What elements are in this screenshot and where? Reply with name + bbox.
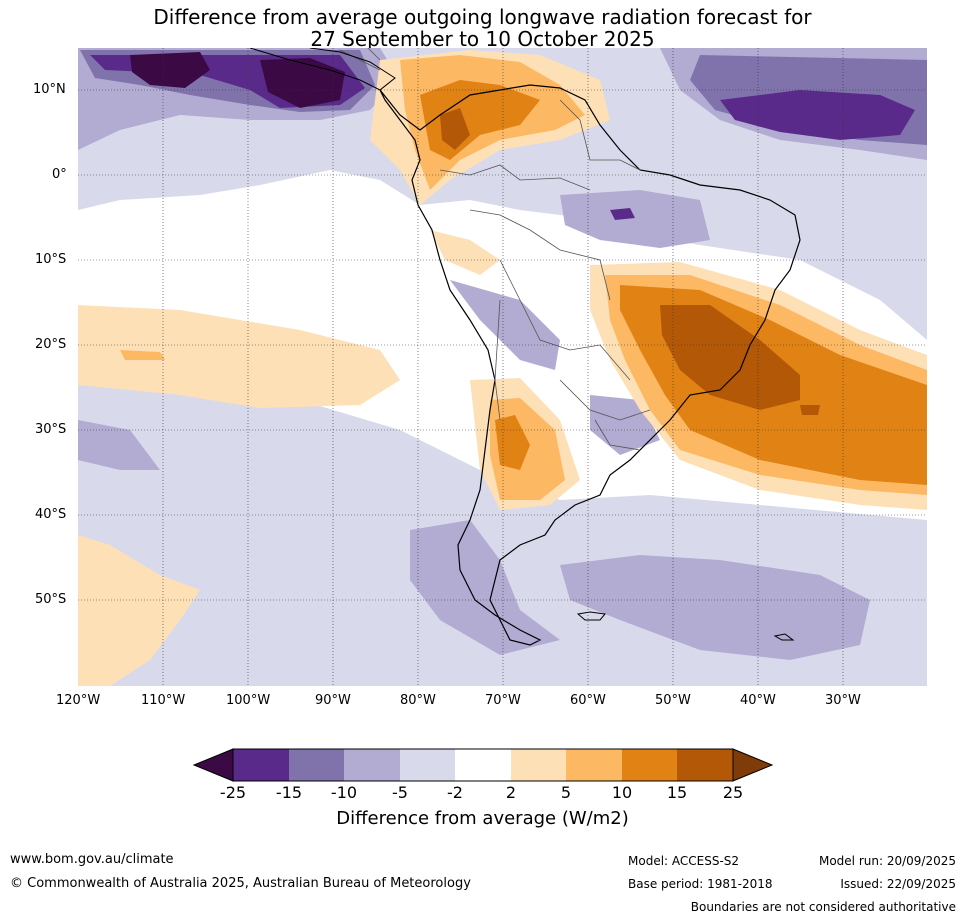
anomaly-region-neg	[610, 208, 635, 220]
lon-label: 90°W	[315, 693, 351, 708]
colorbar-segment	[455, 749, 511, 781]
colorbar-segment	[233, 749, 289, 781]
lon-label: 30°W	[825, 693, 861, 708]
lat-label: 20°S	[35, 337, 67, 352]
anomaly-region-pos	[120, 350, 165, 360]
colorbar	[192, 748, 774, 782]
anomaly-region-pos	[800, 405, 820, 415]
lon-label: 80°W	[400, 693, 436, 708]
lat-label: 10°N	[33, 82, 66, 97]
anomaly-region-neg	[560, 555, 870, 660]
anomaly-region-pos	[495, 415, 530, 470]
map-title-line-2: 27 September to 10 October 2025	[310, 27, 655, 51]
colorbar-segment	[622, 749, 677, 781]
copyright-text: © Commonwealth of Australia 2025, Austra…	[10, 876, 471, 891]
website-link[interactable]: www.bom.gov.au/climate	[10, 852, 174, 867]
model-run-text: Model run: 20/09/2025	[818, 854, 956, 868]
model-text: Model: ACCESS-S2	[628, 854, 740, 868]
colorbar-tick: -10	[330, 783, 358, 802]
lat-label: 0°	[52, 167, 67, 182]
anomaly-region-pos	[430, 230, 500, 275]
colorbar-segment	[400, 749, 455, 781]
anomaly-region-neg	[260, 58, 345, 108]
lon-label: 50°W	[655, 693, 691, 708]
central-america-coastline	[249, 48, 396, 91]
colorbar-label: Difference from average (W/m2)	[336, 808, 629, 829]
anomaly-region-neg	[130, 52, 210, 88]
colorbar-tick: 2	[505, 783, 517, 802]
anomaly-region-pos	[660, 305, 800, 410]
anomaly-region-neg	[560, 190, 710, 248]
colorbar-segment	[192, 748, 234, 782]
anomaly-region-pos	[440, 108, 470, 150]
colorbar-segment	[344, 749, 400, 781]
anomaly-region-neg	[410, 520, 560, 655]
lat-label: 40°S	[35, 507, 67, 522]
colorbar-tick: 5	[560, 783, 572, 802]
colorbar-segment	[289, 749, 344, 781]
south-georgia	[773, 633, 795, 641]
colorbar-segment	[566, 749, 622, 781]
anomaly-region-pos	[78, 535, 200, 686]
lon-label: 120°W	[56, 693, 101, 708]
anomaly-field	[78, 48, 927, 686]
colorbar-segment	[677, 749, 733, 781]
lon-label: 60°W	[570, 693, 606, 708]
colorbar-tick: 15	[666, 783, 688, 802]
anomaly-region-neg	[450, 280, 560, 370]
colorbar-tick: -15	[275, 783, 303, 802]
colorbar-frame	[232, 748, 734, 782]
colorbar-segment	[511, 749, 566, 781]
map-title-line-1: Difference from average outgoing longwav…	[153, 5, 812, 29]
issued-text: Issued: 22/09/2025	[840, 877, 956, 891]
colorbar-tick: 10	[611, 783, 633, 802]
lon-label: 110°W	[141, 693, 186, 708]
lon-label: 40°W	[740, 693, 776, 708]
lat-label: 50°S	[35, 592, 67, 607]
colorbar-tick: -2	[447, 783, 463, 802]
anomaly-region-pos	[78, 305, 400, 408]
lon-label: 100°W	[226, 693, 271, 708]
anomaly-region-neg	[720, 90, 915, 140]
south-america-coastline	[379, 84, 801, 646]
disclaimer-text: Boundaries are not considered authoritat…	[690, 900, 956, 914]
base-period-text: Base period: 1981-2018	[628, 877, 773, 891]
anomaly-region-neg	[78, 48, 927, 340]
colorbar-tick: -5	[392, 783, 408, 802]
lat-label: 30°S	[35, 422, 67, 437]
colorbar-tick: 25	[722, 783, 744, 802]
anomaly-region-neg	[78, 420, 160, 470]
graticule	[78, 48, 927, 686]
lon-label: 70°W	[485, 693, 521, 708]
lat-label: 10°S	[35, 252, 67, 267]
colorbar-segment	[732, 748, 774, 782]
colorbar-tick: -25	[219, 783, 247, 802]
